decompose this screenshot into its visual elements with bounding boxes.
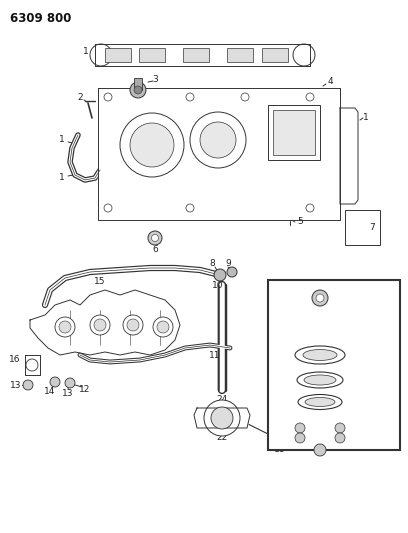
Polygon shape <box>30 290 180 355</box>
Bar <box>105 48 131 62</box>
Text: 7: 7 <box>369 223 375 232</box>
Polygon shape <box>98 88 340 220</box>
Circle shape <box>130 82 146 98</box>
Text: 1: 1 <box>363 114 369 123</box>
Ellipse shape <box>303 350 337 360</box>
Text: 22: 22 <box>216 433 228 442</box>
Text: 24: 24 <box>216 395 228 405</box>
Circle shape <box>104 93 112 101</box>
Polygon shape <box>25 355 40 375</box>
Circle shape <box>200 122 236 158</box>
Text: 23: 23 <box>379 427 391 437</box>
Text: 11: 11 <box>209 351 221 359</box>
Circle shape <box>335 423 345 433</box>
Text: 23: 23 <box>272 427 284 437</box>
Circle shape <box>211 407 233 429</box>
Circle shape <box>50 377 60 387</box>
Text: 13: 13 <box>10 382 22 391</box>
Text: 15: 15 <box>94 278 106 287</box>
Circle shape <box>190 112 246 168</box>
Circle shape <box>26 359 38 371</box>
Circle shape <box>104 204 112 212</box>
Circle shape <box>316 294 324 302</box>
Bar <box>262 48 288 62</box>
Text: 2: 2 <box>77 93 83 102</box>
Text: 8: 8 <box>209 259 215 268</box>
Text: 18: 18 <box>382 433 394 442</box>
Text: 17: 17 <box>387 326 399 335</box>
Circle shape <box>23 380 33 390</box>
Circle shape <box>214 269 226 281</box>
Text: 18: 18 <box>274 446 286 455</box>
Text: 6309 800: 6309 800 <box>10 12 71 25</box>
Text: 13: 13 <box>62 389 74 398</box>
Circle shape <box>241 93 249 101</box>
Circle shape <box>306 93 314 101</box>
Circle shape <box>153 317 173 337</box>
Text: 21: 21 <box>274 398 286 407</box>
Text: 16: 16 <box>9 356 21 365</box>
Bar <box>273 110 315 155</box>
Text: 4: 4 <box>327 77 333 86</box>
Bar <box>345 210 380 245</box>
Circle shape <box>65 378 75 388</box>
Circle shape <box>204 400 240 436</box>
Circle shape <box>127 319 139 331</box>
Ellipse shape <box>305 398 335 407</box>
Bar <box>268 280 400 450</box>
Circle shape <box>90 315 110 335</box>
Text: 20: 20 <box>274 376 286 384</box>
Text: 12: 12 <box>79 385 91 394</box>
Ellipse shape <box>297 372 343 388</box>
Circle shape <box>123 315 143 335</box>
Bar <box>139 48 165 62</box>
Circle shape <box>306 204 314 212</box>
Text: 18: 18 <box>382 290 394 300</box>
Ellipse shape <box>298 394 342 409</box>
Text: 1: 1 <box>83 47 89 56</box>
Circle shape <box>134 86 142 94</box>
Text: 3: 3 <box>152 76 158 85</box>
Text: 6: 6 <box>152 246 158 254</box>
Circle shape <box>90 44 112 66</box>
Circle shape <box>148 231 162 245</box>
Text: 14: 14 <box>44 387 55 397</box>
Polygon shape <box>194 408 250 428</box>
Bar <box>227 48 253 62</box>
Circle shape <box>295 423 305 433</box>
Circle shape <box>312 290 328 306</box>
Circle shape <box>227 267 237 277</box>
Text: 1: 1 <box>59 174 65 182</box>
Text: 1: 1 <box>59 135 65 144</box>
Circle shape <box>186 204 194 212</box>
Circle shape <box>120 113 184 177</box>
Text: 19: 19 <box>274 351 286 359</box>
Circle shape <box>59 321 71 333</box>
Polygon shape <box>95 44 310 66</box>
Circle shape <box>295 433 305 443</box>
Circle shape <box>293 44 315 66</box>
Bar <box>268 105 320 160</box>
Circle shape <box>335 433 345 443</box>
Ellipse shape <box>304 375 336 385</box>
Circle shape <box>130 123 174 167</box>
Circle shape <box>157 321 169 333</box>
Circle shape <box>151 235 158 241</box>
Ellipse shape <box>295 346 345 364</box>
Circle shape <box>186 93 194 101</box>
Text: 9: 9 <box>225 259 231 268</box>
Circle shape <box>55 317 75 337</box>
Circle shape <box>314 444 326 456</box>
Bar <box>183 48 209 62</box>
Bar <box>134 78 142 90</box>
Circle shape <box>94 319 106 331</box>
Text: 5: 5 <box>297 217 303 227</box>
Polygon shape <box>340 108 358 204</box>
Text: 10: 10 <box>212 280 224 289</box>
